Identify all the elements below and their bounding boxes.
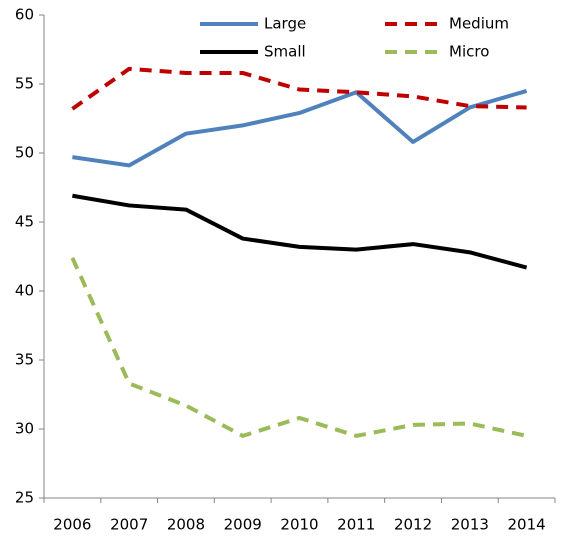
x-tick-label: 2014 xyxy=(508,516,546,534)
y-tick-label: 40 xyxy=(15,282,34,300)
y-tick-label: 55 xyxy=(15,75,34,93)
series-line xyxy=(72,88,528,168)
x-tick-label: 2010 xyxy=(280,516,318,534)
y-tick-label: 50 xyxy=(15,144,34,162)
x-tick-label: 2009 xyxy=(224,516,262,534)
x-tick-label: 2012 xyxy=(394,516,432,534)
series-line xyxy=(72,193,528,270)
series-line xyxy=(71,66,527,111)
x-tick-label: 2011 xyxy=(337,516,375,534)
y-tick-label: 45 xyxy=(15,213,34,231)
legend-label: Small xyxy=(264,43,306,61)
legend-label: Medium xyxy=(449,15,509,33)
series-line xyxy=(70,257,528,438)
y-tick-label: 30 xyxy=(15,420,34,438)
legend-label: Large xyxy=(264,15,306,33)
y-tick-label: 25 xyxy=(15,489,34,507)
x-tick-label: 2008 xyxy=(167,516,205,534)
y-tick-label: 35 xyxy=(15,351,34,369)
x-tick-label: 2006 xyxy=(53,516,91,534)
legend-label: Micro xyxy=(449,43,489,61)
x-tick-label: 2013 xyxy=(451,516,489,534)
x-tick-label: 2007 xyxy=(110,516,148,534)
y-tick-label: 60 xyxy=(15,6,34,24)
